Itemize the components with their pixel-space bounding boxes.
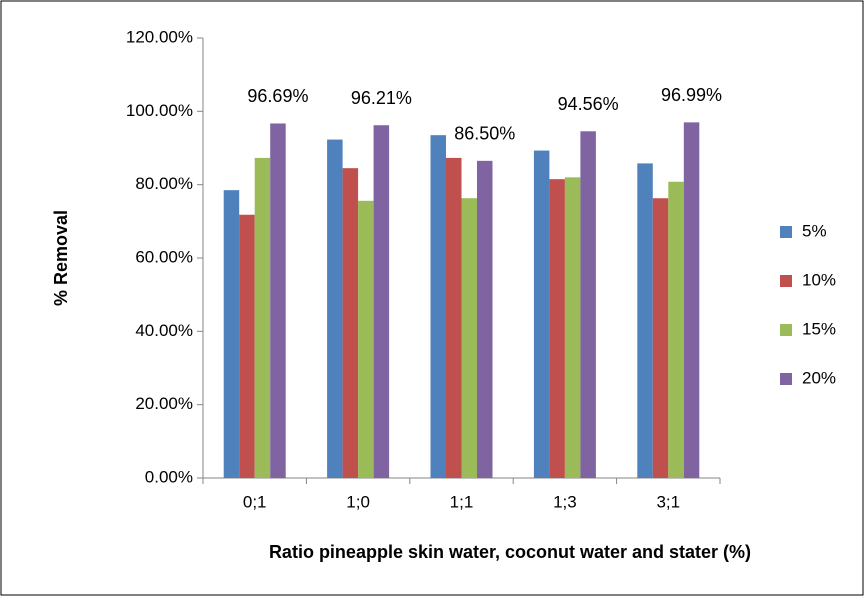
y-tick-label: 40.00%	[135, 321, 193, 340]
bar	[342, 168, 359, 478]
bar	[683, 122, 700, 479]
x-tick-label: 1;1	[450, 492, 474, 511]
bar	[239, 214, 255, 478]
bar	[549, 179, 565, 478]
bar	[430, 135, 446, 478]
data-label: 96.69%	[247, 86, 308, 106]
x-tick-label: 0;1	[243, 492, 267, 511]
data-label: 86.50%	[454, 124, 515, 144]
legend-swatch	[780, 226, 792, 238]
x-axis-title: Ratio pineapple skin water, coconut wate…	[269, 542, 751, 562]
data-label: 96.99%	[661, 85, 722, 105]
bar	[477, 160, 493, 479]
y-tick-label: 100.00%	[126, 101, 193, 120]
x-tick-label: 3;1	[656, 492, 680, 511]
data-label: 94.56%	[558, 94, 619, 114]
bar	[637, 163, 653, 478]
bar	[270, 123, 286, 478]
y-tick-label: 0.00%	[145, 467, 193, 486]
y-tick-label: 120.00%	[126, 27, 193, 46]
bar	[580, 131, 596, 478]
bar	[461, 198, 477, 478]
bar	[254, 157, 271, 478]
bar	[327, 139, 343, 479]
y-axis-title: % Removal	[51, 210, 71, 306]
bar	[446, 157, 462, 478]
y-tick-label: 20.00%	[135, 394, 193, 413]
x-tick-label: 1;3	[553, 492, 577, 511]
legend-swatch	[780, 324, 792, 336]
legend-swatch	[780, 275, 792, 287]
legend-label: 20%	[802, 368, 836, 387]
legend-swatch	[780, 373, 792, 385]
legend-label: 5%	[802, 221, 827, 240]
x-tick-label: 1;0	[346, 492, 370, 511]
y-tick-label: 60.00%	[135, 247, 193, 266]
data-label: 96.21%	[351, 88, 412, 108]
bar	[223, 190, 240, 478]
bar	[533, 150, 550, 479]
bar	[358, 200, 374, 479]
bar	[373, 125, 390, 478]
legend-label: 15%	[802, 319, 836, 338]
legend-label: 10%	[802, 270, 836, 289]
bar	[564, 177, 581, 479]
bar	[668, 181, 684, 478]
y-tick-label: 80.00%	[135, 174, 193, 193]
bar	[652, 198, 669, 478]
